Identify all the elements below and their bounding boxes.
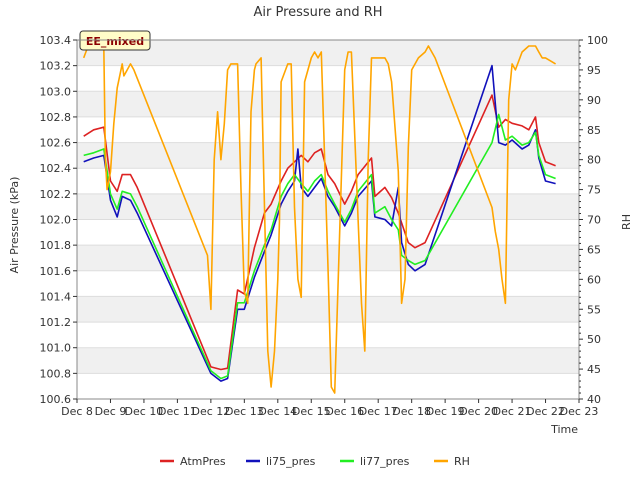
legend-label: AtmPres <box>180 455 226 468</box>
x-tick-label: Dec 17 <box>359 405 398 418</box>
x-tick-label: Dec 13 <box>225 405 264 418</box>
series-lines <box>82 45 557 394</box>
x-tick-label: Dec 8 <box>61 405 93 418</box>
y-left-tick-label: 101.8 <box>40 239 72 252</box>
y-left-tick-label: 101.6 <box>40 265 72 278</box>
x-tick-label: Dec 12 <box>191 405 230 418</box>
y-left-tick-label: 103.4 <box>40 34 72 47</box>
y-right-tick-label: 65 <box>587 243 601 256</box>
x-tick-label: Dec 18 <box>392 405 431 418</box>
y-left-tick-label: 102.4 <box>40 162 72 175</box>
y-axis-left-label: Air Pressure (kPa) <box>8 177 21 274</box>
y-left-tick-label: 102.8 <box>40 111 72 124</box>
y-right-tick-label: 75 <box>587 184 601 197</box>
series-line-rh <box>82 45 557 394</box>
y-left-tick-label: 102.0 <box>40 214 72 227</box>
legend-label: li77_pres <box>360 455 410 468</box>
grid-band <box>77 91 579 117</box>
x-tick-label: Dec 9 <box>95 405 127 418</box>
x-tick-label: Dec 21 <box>493 405 532 418</box>
x-axis-label: Time <box>550 423 578 436</box>
y-left-tick-label: 100.8 <box>40 367 72 380</box>
chart-title: Air Pressure and RH <box>253 5 382 20</box>
x-tick-label: Dec 23 <box>560 405 599 418</box>
series-line-li77-pres <box>83 113 556 380</box>
y-left-tick-label: 101.0 <box>40 342 72 355</box>
y-left-tick-label: 102.6 <box>40 137 72 150</box>
x-tick-label: Dec 16 <box>325 405 364 418</box>
x-tick-label: Dec 19 <box>426 405 465 418</box>
y-right-tick-label: 50 <box>587 333 601 346</box>
y-left-tick-label: 101.2 <box>40 316 72 329</box>
x-tick-label: Dec 14 <box>258 405 297 418</box>
y-right-tick-label: 85 <box>587 124 601 137</box>
y-right-tick-label: 55 <box>587 303 601 316</box>
x-tick-label: Dec 15 <box>292 405 331 418</box>
y-left-tick-label: 102.2 <box>40 188 72 201</box>
series-line-atmpres <box>83 94 556 371</box>
background-bands <box>77 40 579 374</box>
y-right-tick-label: 100 <box>587 34 608 47</box>
y-axis-left: 100.6 100.8 101.0 101.2 101.4 101.6 101.8 102.0… <box>40 34 77 406</box>
y-axis-right: 40 45 50 55 60 65 70 75 80 85 90 95 100 <box>579 34 608 406</box>
grid-band <box>77 193 579 220</box>
x-tick-label: Dec 20 <box>459 405 498 418</box>
y-axis-right-label: RH <box>620 214 633 230</box>
y-right-tick-label: 40 <box>587 393 601 406</box>
x-tick-label: Dec 22 <box>526 405 565 418</box>
y-left-tick-label: 103.2 <box>40 60 72 73</box>
series-line-li75-pres <box>83 64 556 382</box>
y-right-tick-label: 90 <box>587 94 601 107</box>
y-right-tick-label: 95 <box>587 64 601 77</box>
legend: AtmPres li75_pres li77_pres RH <box>160 455 470 468</box>
y-left-tick-label: 100.6 <box>40 393 72 406</box>
grid-band <box>77 296 579 323</box>
legend-label: RH <box>454 455 470 468</box>
x-tick-label: Dec 10 <box>125 405 164 418</box>
y-left-tick-label: 103.0 <box>40 85 72 98</box>
y-right-tick-label: 80 <box>587 154 601 167</box>
legend-label: li75_pres <box>266 455 316 468</box>
grid-band <box>77 40 579 66</box>
x-tick-label: Dec 11 <box>158 405 197 418</box>
grid-band <box>77 347 579 374</box>
y-right-tick-label: 70 <box>587 214 601 227</box>
grid-band <box>77 142 579 169</box>
y-left-tick-label: 101.4 <box>40 290 72 303</box>
badge-label: EE_mixed <box>86 35 144 48</box>
y-right-tick-label: 60 <box>587 273 601 286</box>
y-right-tick-label: 45 <box>587 363 601 376</box>
